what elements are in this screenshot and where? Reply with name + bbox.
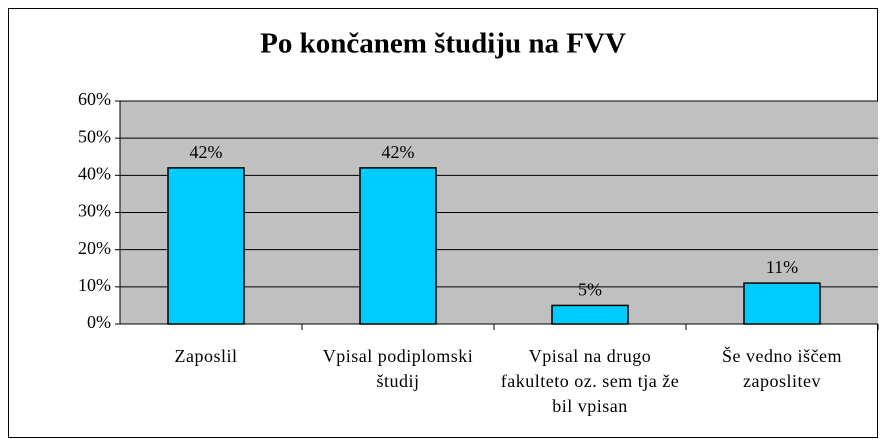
chart-title: Po končanem študiju na FVV — [260, 28, 626, 60]
y-tick-label: 30% — [78, 201, 111, 221]
data-label: 5% — [578, 280, 602, 300]
data-label: 11% — [766, 257, 798, 277]
y-tick-label: 40% — [78, 163, 111, 183]
x-tick-label: Zaposlil — [174, 346, 238, 366]
bar — [551, 304, 629, 325]
bar — [743, 282, 821, 325]
x-tick-label: Vpisal na drugo fakulteto oz. sem tja že… — [500, 346, 680, 416]
bar — [167, 167, 245, 325]
y-tick-label: 10% — [78, 275, 111, 295]
x-tick-label: Vpisal podiplomski študij — [322, 346, 474, 391]
x-tick-label: Še vedno iščem zaposlitev — [722, 346, 842, 391]
bar — [359, 167, 437, 325]
y-tick-label: 0% — [87, 312, 111, 332]
data-label: 42% — [382, 142, 415, 162]
y-tick-label: 60% — [78, 89, 111, 109]
y-tick-label: 50% — [78, 126, 111, 146]
y-tick-label: 20% — [78, 238, 111, 258]
data-label: 42% — [190, 142, 223, 162]
